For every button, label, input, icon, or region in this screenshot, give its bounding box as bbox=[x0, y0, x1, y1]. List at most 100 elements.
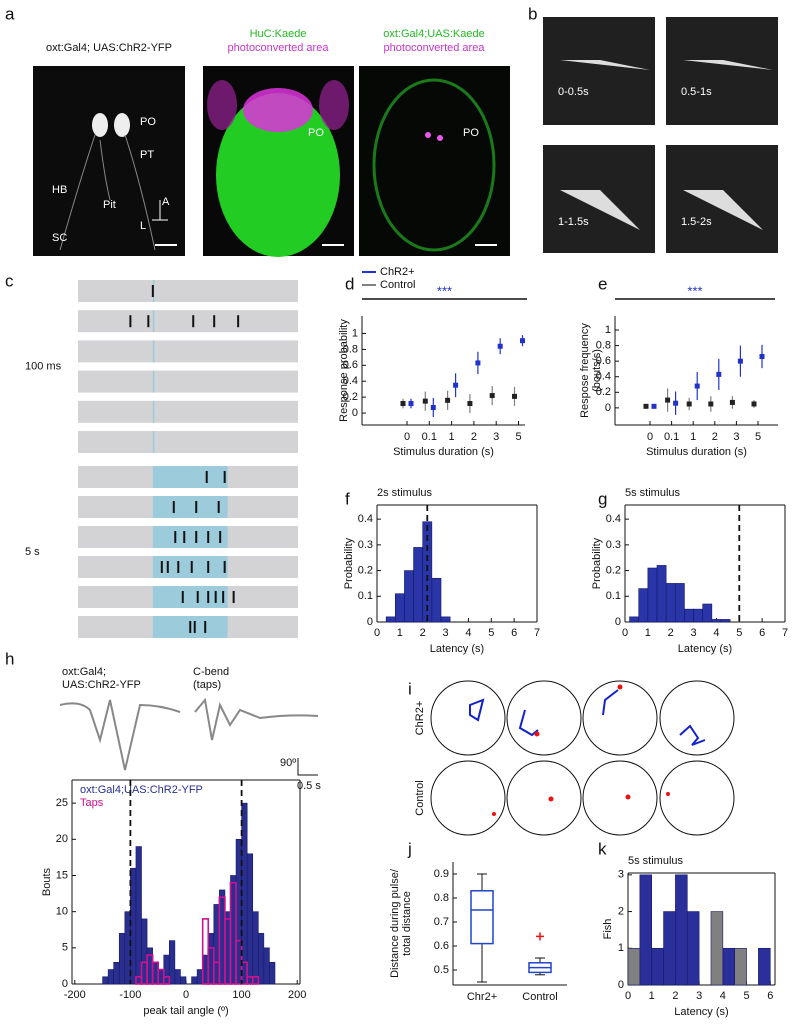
bar bbox=[229, 881, 237, 985]
trace-label: oxt:Gal4; bbox=[62, 666, 106, 678]
trajectory bbox=[518, 709, 539, 737]
x-tick-label: 4 bbox=[713, 627, 719, 639]
point bbox=[708, 401, 714, 407]
stimulus bbox=[152, 466, 228, 488]
region-label: SC bbox=[52, 232, 67, 244]
bar bbox=[385, 616, 396, 623]
bar bbox=[431, 577, 442, 623]
bar bbox=[102, 976, 109, 985]
y-tick-label: 0.7 bbox=[434, 916, 449, 928]
bar bbox=[269, 961, 276, 985]
stimulus bbox=[152, 370, 155, 393]
frame-time: 1.5-2s bbox=[681, 216, 712, 228]
bar bbox=[440, 616, 451, 623]
x-tick-label: 2 bbox=[672, 990, 678, 1002]
x-axis-label: Latency (s) bbox=[678, 643, 732, 655]
panel-b-images bbox=[543, 17, 778, 253]
panel-label: k bbox=[598, 839, 607, 858]
point bbox=[489, 393, 495, 399]
orientation bbox=[152, 200, 168, 221]
region-label: PO bbox=[463, 127, 479, 139]
x-tick-label: 0 bbox=[374, 627, 380, 639]
bar bbox=[118, 933, 126, 985]
frame-time: 0.5-1s bbox=[681, 86, 712, 98]
bar bbox=[263, 947, 270, 985]
bar bbox=[163, 954, 170, 985]
arena bbox=[659, 680, 735, 756]
point bbox=[686, 401, 692, 407]
bar bbox=[230, 875, 237, 985]
bar bbox=[665, 583, 676, 623]
point bbox=[643, 403, 649, 409]
stimulus bbox=[152, 556, 228, 578]
image bbox=[359, 66, 510, 256]
x-axis-label: peak tail angle (º) bbox=[143, 1005, 228, 1017]
chart-title: 5s stimulus bbox=[625, 487, 681, 499]
y-tick-label: 0.4 bbox=[606, 513, 621, 525]
point bbox=[430, 404, 436, 410]
y-tick-label: 0 bbox=[367, 616, 373, 628]
image-detail bbox=[114, 113, 130, 137]
x-tick-label: 6 bbox=[767, 990, 773, 1002]
x-tick-label: 3 bbox=[691, 627, 697, 639]
region-label: PO bbox=[140, 116, 156, 128]
bar bbox=[675, 874, 688, 986]
x-tick-label: 100 bbox=[232, 989, 250, 1001]
image-title: photoconverted area bbox=[228, 42, 330, 54]
bar bbox=[413, 547, 424, 623]
x-tick-label: 200 bbox=[288, 989, 306, 1001]
bar bbox=[702, 603, 713, 623]
y-tick-label: 0 bbox=[605, 402, 611, 414]
point bbox=[400, 401, 406, 407]
x-tick-label: 6 bbox=[511, 627, 517, 639]
y-tick-label: 1 bbox=[618, 942, 624, 954]
y-tick-label: 0.6 bbox=[596, 355, 611, 367]
y-axis-label: Respose frequency bbox=[579, 323, 591, 418]
bar bbox=[196, 969, 203, 985]
panel-label: j bbox=[407, 839, 412, 858]
y-tick-label: 10 bbox=[56, 906, 68, 918]
panel-label: a bbox=[5, 4, 15, 23]
stimulus bbox=[152, 400, 155, 423]
x-tick-label: 1 bbox=[449, 431, 455, 443]
y-tick-label: 0 bbox=[618, 979, 624, 991]
point bbox=[512, 393, 517, 399]
position bbox=[617, 684, 623, 690]
trace-label: UAS:ChR2-YFP bbox=[62, 679, 141, 691]
y-tick-label: 0.6 bbox=[343, 359, 358, 371]
position bbox=[534, 731, 540, 737]
bar bbox=[169, 940, 176, 985]
bar bbox=[710, 911, 724, 986]
x-tick-label: 0 bbox=[647, 431, 653, 443]
panel-label: b bbox=[528, 4, 537, 23]
x-tick-label: 1 bbox=[397, 627, 403, 639]
panel-i-arenas bbox=[430, 680, 735, 836]
scale-bar bbox=[297, 758, 318, 776]
point bbox=[673, 400, 679, 406]
image-detail bbox=[59, 134, 156, 251]
bar bbox=[647, 567, 658, 623]
point bbox=[716, 371, 722, 377]
y-tick-label: 1 bbox=[605, 324, 611, 336]
bar bbox=[722, 947, 735, 986]
panel-label: e bbox=[598, 274, 607, 293]
bar bbox=[107, 969, 115, 985]
point bbox=[737, 358, 743, 364]
image bbox=[666, 17, 778, 125]
image-detail bbox=[425, 132, 431, 138]
y-tick-label: 0 bbox=[352, 407, 358, 419]
point bbox=[729, 399, 735, 405]
arena bbox=[582, 760, 658, 836]
x-tick-label: Control bbox=[522, 991, 557, 1003]
bar bbox=[224, 911, 231, 985]
stimulus bbox=[152, 496, 228, 518]
x-tick-label: 0 bbox=[404, 431, 410, 443]
bar bbox=[113, 961, 120, 985]
y-tick-label: 5 bbox=[62, 942, 68, 954]
image-detail bbox=[207, 80, 237, 130]
x-tick-label: 1 bbox=[690, 431, 696, 443]
point bbox=[665, 397, 671, 403]
chart-title: 2s stimulus bbox=[377, 487, 433, 499]
bar bbox=[422, 521, 433, 623]
